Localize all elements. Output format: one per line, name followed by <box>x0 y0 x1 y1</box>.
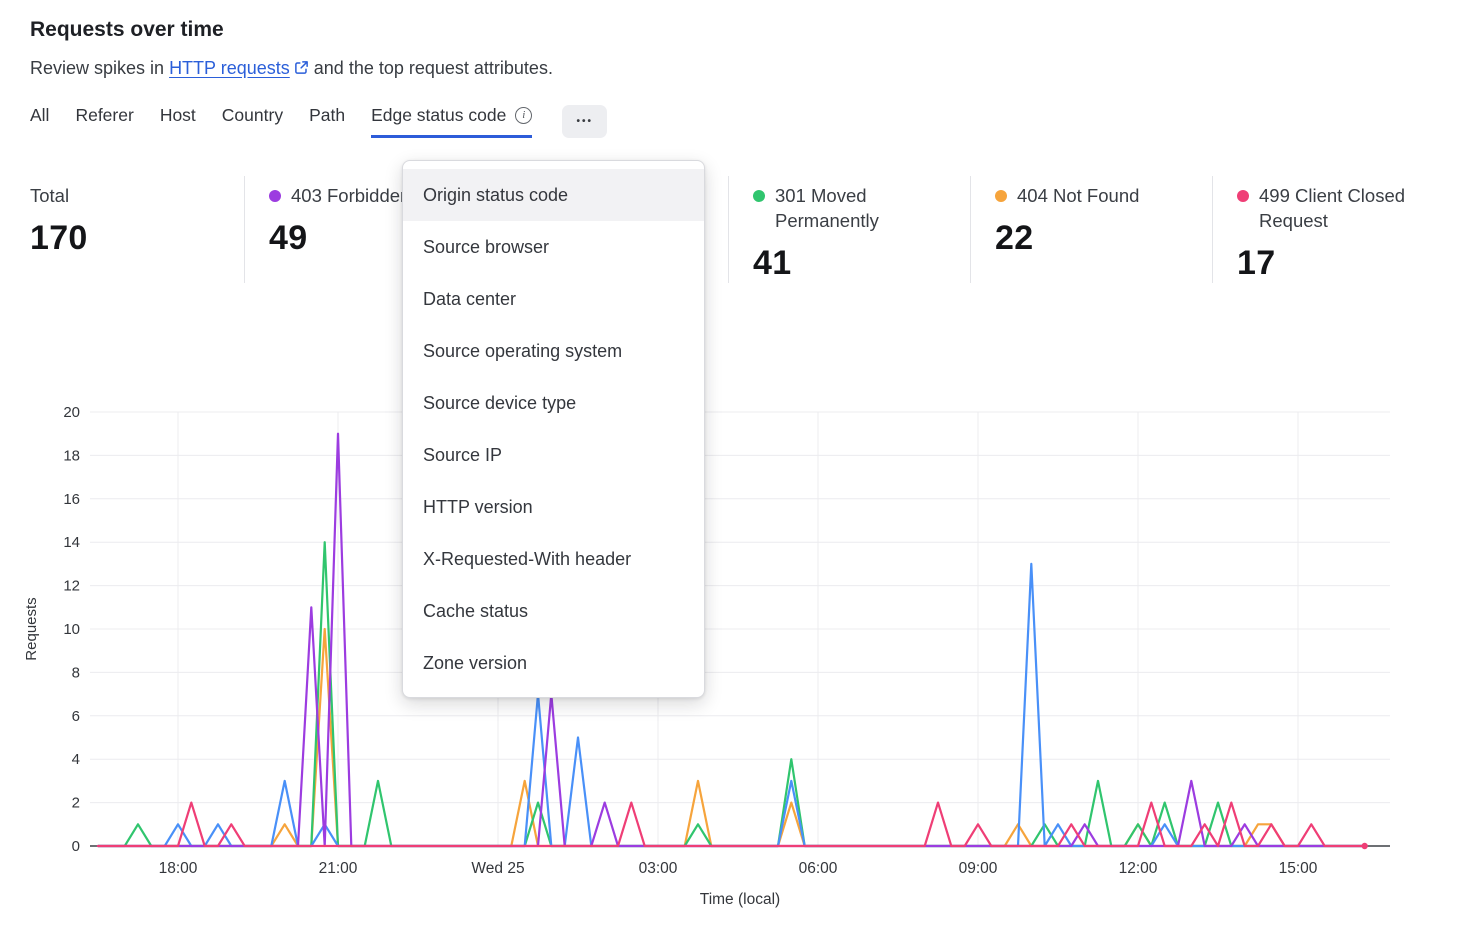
subtitle-prefix: Review spikes in <box>30 58 170 78</box>
series-dot-499 <box>1237 190 1249 202</box>
menu-item-x-requested-with-header[interactable]: X-Requested-With header <box>423 549 632 569</box>
tab-country[interactable]: Country <box>221 105 284 125</box>
stat-301-label: 301 Moved Permanently <box>775 185 879 231</box>
stat-301-moved-permanently: 301 Moved Permanently 41 <box>728 176 970 283</box>
svg-text:06:00: 06:00 <box>799 860 838 877</box>
menu-item-http-version[interactable]: HTTP version <box>423 497 533 517</box>
series-dot-404 <box>995 190 1007 202</box>
stats-row: Total 170 403 Forbidden 49 301 Moved Per… <box>0 176 1458 283</box>
svg-text:4: 4 <box>72 751 80 768</box>
svg-text:8: 8 <box>72 664 80 681</box>
menu-item-source-browser[interactable]: Source browser <box>423 237 550 257</box>
svg-text:2: 2 <box>72 795 80 812</box>
svg-text:09:00: 09:00 <box>959 860 998 877</box>
svg-text:Wed 25: Wed 25 <box>471 860 524 877</box>
attribute-tabs: All Referer Host Country Path Edge statu… <box>0 105 1458 138</box>
stat-301-value: 41 <box>753 243 792 282</box>
tab-host[interactable]: Host <box>159 105 196 125</box>
info-icon[interactable]: i <box>515 107 533 124</box>
menu-item-zone-version[interactable]: Zone version <box>423 653 528 673</box>
svg-text:18: 18 <box>63 447 80 464</box>
svg-text:03:00: 03:00 <box>639 860 678 877</box>
svg-text:12: 12 <box>63 578 80 595</box>
stat-499-client-closed-request: 499 Client Closed Request 17 <box>1212 176 1458 283</box>
stat-total-label: Total <box>30 185 70 206</box>
stat-499-label: 499 Client Closed Request <box>1259 185 1406 231</box>
svg-text:10: 10 <box>63 621 80 638</box>
menu-item-source-operating-system[interactable]: Source operating system <box>423 341 623 361</box>
menu-item-source-device-type[interactable]: Source device type <box>423 393 577 413</box>
attribute-dropdown-menu: Origin status code Source browser Data c… <box>402 160 705 698</box>
series-dot-403 <box>269 190 281 202</box>
subtitle: Review spikes in HTTP requests and the t… <box>30 58 1428 79</box>
stat-404-label: 404 Not Found <box>1017 185 1140 206</box>
panel-header: Requests over time Review spikes in HTTP… <box>0 0 1458 79</box>
svg-text:20: 20 <box>63 404 80 421</box>
svg-text:Requests: Requests <box>23 597 40 660</box>
tab-referer[interactable]: Referer <box>75 105 134 125</box>
http-requests-link[interactable]: HTTP requests <box>169 58 309 78</box>
series-dot-301 <box>753 190 765 202</box>
svg-text:16: 16 <box>63 491 80 508</box>
stat-total: Total 170 <box>30 176 244 283</box>
menu-item-data-center[interactable]: Data center <box>423 289 517 309</box>
stat-403-label: 403 Forbidden <box>291 185 411 206</box>
tab-path[interactable]: Path <box>309 105 346 125</box>
stat-404-value: 22 <box>995 218 1034 257</box>
svg-text:12:00: 12:00 <box>1119 860 1158 877</box>
requests-over-time-chart: 0 2 4 6 8 10 12 14 16 18 20 18:00 21:00 Wed 25 03:00 06… <box>23 404 1390 908</box>
svg-text:0: 0 <box>72 838 80 855</box>
page-title: Requests over time <box>30 18 224 41</box>
ellipsis-icon: ••• <box>576 116 594 127</box>
tab-edge-status-code-label: Edge status code <box>371 105 507 125</box>
menu-item-cache-status[interactable]: Cache status <box>423 601 529 621</box>
more-attributes-button[interactable]: ••• <box>562 105 608 138</box>
svg-text:6: 6 <box>72 708 80 725</box>
external-link-icon <box>294 61 308 74</box>
stat-total-value: 170 <box>30 218 88 257</box>
stat-404-not-found: 404 Not Found 22 <box>970 176 1212 283</box>
stat-499-value: 17 <box>1237 243 1276 282</box>
menu-item-source-ip[interactable]: Source IP <box>423 445 503 465</box>
tab-all[interactable]: All <box>30 105 50 125</box>
svg-text:18:00: 18:00 <box>159 860 198 877</box>
menu-item-origin-status-code[interactable]: Origin status code <box>403 169 704 221</box>
stat-403-value: 49 <box>269 218 308 257</box>
svg-text:14: 14 <box>63 534 80 551</box>
tab-edge-status-code[interactable]: Edge status code i <box>371 105 533 138</box>
stat-403-forbidden: 403 Forbidden 49 <box>244 176 510 283</box>
svg-text:15:00: 15:00 <box>1279 860 1318 877</box>
subtitle-suffix: and the top request attributes. <box>308 58 553 78</box>
svg-text:Time (local): Time (local) <box>700 891 780 908</box>
svg-text:21:00: 21:00 <box>319 860 358 877</box>
